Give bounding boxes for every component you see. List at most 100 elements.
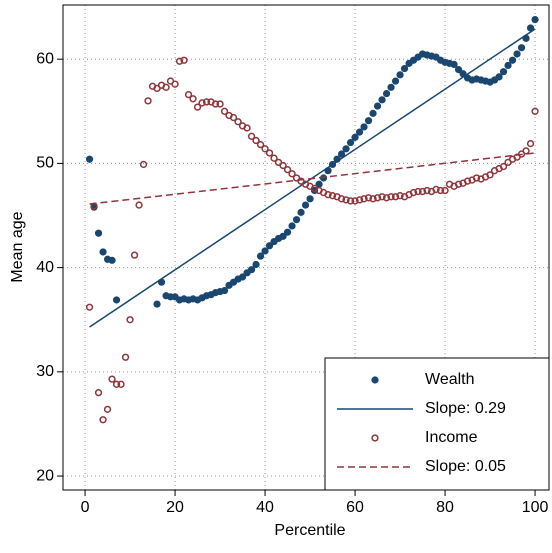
point — [360, 195, 368, 203]
x-tick-label: 0 — [81, 499, 90, 516]
point — [499, 68, 508, 76]
point — [328, 192, 337, 200]
x-tick-label: 20 — [166, 499, 184, 516]
point — [121, 353, 130, 361]
point — [450, 60, 458, 69]
point — [432, 185, 440, 194]
point — [436, 186, 445, 195]
point — [355, 128, 364, 136]
legend-label: Wealth — [425, 371, 475, 388]
point — [198, 99, 206, 107]
point — [180, 56, 188, 64]
point — [220, 286, 229, 295]
point — [364, 117, 373, 125]
point — [486, 171, 494, 179]
point — [400, 64, 409, 73]
point — [351, 133, 359, 141]
point — [504, 61, 512, 70]
point — [346, 138, 355, 147]
point — [252, 260, 260, 269]
point — [396, 71, 404, 79]
y-tick-label: 40 — [36, 259, 54, 276]
point — [261, 247, 269, 255]
point — [346, 197, 355, 205]
x-tick-label: 100 — [522, 499, 549, 516]
y-tick-label: 30 — [36, 363, 54, 380]
point — [256, 252, 265, 260]
point — [387, 193, 395, 201]
point — [288, 170, 296, 178]
point — [526, 139, 535, 148]
point — [396, 192, 404, 200]
point — [189, 95, 197, 103]
point — [423, 186, 431, 195]
point — [508, 56, 517, 64]
point — [144, 97, 152, 105]
point — [342, 145, 350, 153]
point — [499, 162, 508, 171]
x-tick-label: 80 — [436, 499, 454, 516]
point — [324, 191, 332, 199]
point — [279, 161, 287, 170]
point — [94, 229, 103, 237]
legend-label: Slope: 0.29 — [425, 400, 506, 417]
point — [382, 194, 391, 202]
point — [531, 15, 539, 24]
point — [126, 316, 134, 324]
x-axis-label: Percentile — [274, 522, 345, 539]
point — [270, 154, 278, 162]
point — [495, 73, 503, 81]
point — [373, 102, 382, 110]
point — [171, 80, 179, 88]
point — [99, 416, 107, 424]
legend-label: Income — [425, 429, 478, 446]
point — [409, 188, 418, 197]
legend-label: Slope: 0.05 — [425, 458, 506, 475]
point — [243, 124, 251, 132]
y-tick-label: 20 — [36, 467, 54, 484]
point — [364, 194, 373, 202]
point — [391, 193, 400, 201]
point — [265, 149, 274, 157]
point — [391, 77, 400, 85]
point — [337, 195, 346, 203]
point — [517, 44, 526, 52]
point — [373, 194, 382, 202]
point — [355, 196, 364, 204]
point — [229, 113, 238, 122]
x-tick-label: 40 — [256, 499, 274, 516]
point — [175, 57, 184, 65]
point — [247, 266, 256, 274]
fit-line — [89, 152, 536, 205]
point — [184, 90, 193, 99]
point — [220, 107, 229, 115]
point — [135, 201, 143, 209]
point — [418, 187, 427, 196]
point — [283, 166, 292, 174]
plot-frame — [62, 4, 550, 491]
point — [108, 375, 116, 383]
point — [193, 103, 202, 111]
point — [139, 160, 148, 169]
point — [441, 186, 449, 195]
point — [387, 83, 395, 91]
point — [112, 296, 121, 304]
point — [297, 208, 305, 216]
point — [216, 100, 224, 108]
point — [117, 380, 125, 388]
point — [306, 195, 314, 203]
point — [256, 140, 265, 149]
point — [369, 109, 377, 117]
plot-area — [85, 15, 539, 424]
point — [211, 100, 220, 108]
point — [531, 107, 539, 115]
point — [202, 98, 211, 106]
point — [103, 405, 112, 413]
point — [319, 174, 328, 182]
legend-symbol — [371, 434, 379, 442]
legend-symbol — [371, 376, 379, 384]
point — [378, 96, 386, 104]
point — [288, 222, 296, 230]
point — [351, 197, 359, 205]
